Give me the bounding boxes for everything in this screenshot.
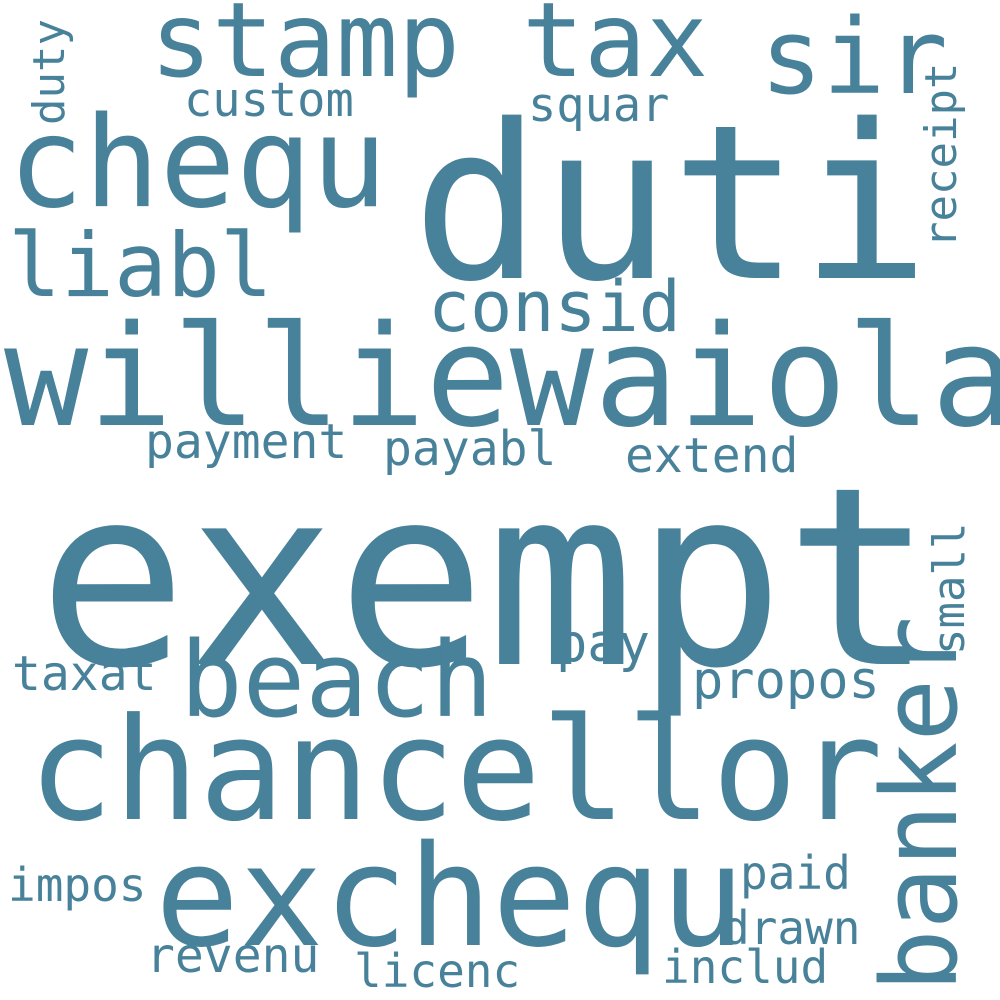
word-small: small: [924, 522, 975, 655]
word-taxat: taxat: [12, 646, 157, 702]
word-duty: duty: [24, 19, 75, 125]
word-sir: sir: [760, 0, 948, 118]
word-custom: custom: [184, 73, 354, 128]
word-beach: beach: [180, 619, 494, 741]
word-exempt: exempt: [38, 435, 934, 723]
word-chancellor: chancellor: [28, 688, 883, 853]
word-licenc: licenc: [354, 944, 521, 998]
word-williewaiola: williewaiola: [4, 296, 1000, 459]
word-payabl: payabl: [383, 421, 557, 477]
word-payment: payment: [145, 414, 348, 470]
word-duti: duti: [412, 78, 930, 329]
word-drawn: drawn: [722, 901, 861, 955]
word-propos: propos: [692, 651, 880, 711]
word-chequ: chequ: [8, 89, 388, 236]
word-stamp-tax: stamp tax: [150, 0, 709, 101]
word-receipt: receipt: [916, 62, 967, 248]
word-revenu: revenu: [146, 928, 320, 984]
word-impos: impos: [8, 858, 147, 912]
word-banker: banker: [859, 616, 981, 992]
word-consid: consid: [428, 266, 681, 348]
word-includ: includ: [662, 940, 829, 994]
word-exchequ: exchequ: [155, 816, 746, 979]
word-extend: extend: [625, 428, 799, 484]
word-liabl: liabl: [8, 214, 273, 317]
word-pay: pay: [556, 614, 650, 674]
word-paid: paid: [740, 846, 851, 900]
word-squar: squar: [528, 78, 670, 133]
